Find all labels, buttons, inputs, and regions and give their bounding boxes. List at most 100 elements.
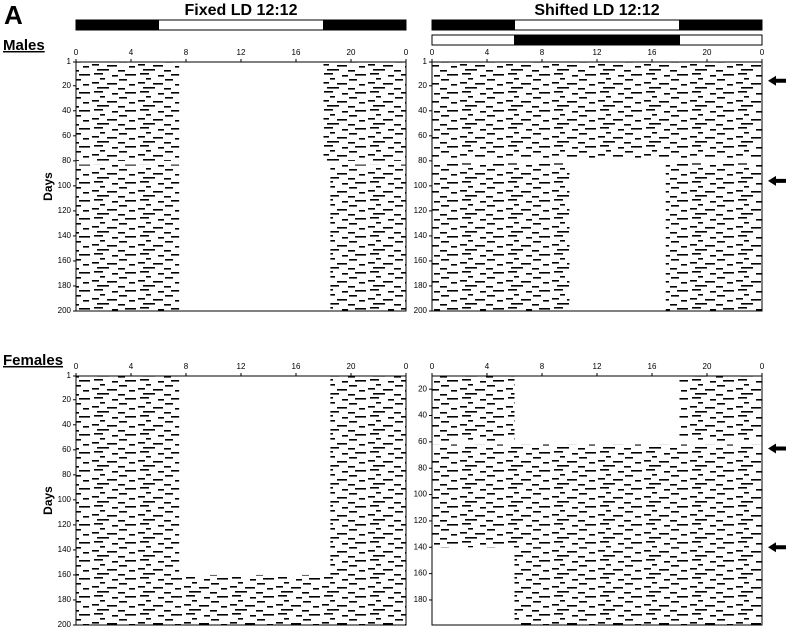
- y-tick-label: 40: [418, 106, 427, 115]
- y-tick-label: 120: [58, 206, 72, 215]
- x-tick-label: 4: [485, 362, 490, 371]
- x-tick-label: 20: [347, 48, 356, 57]
- x-tick-label: 12: [593, 48, 602, 57]
- row-label: Males: [3, 37, 45, 54]
- y-tick-label: 180: [414, 281, 428, 290]
- x-tick-label: 0: [430, 48, 435, 57]
- x-tick-label: 0: [430, 362, 435, 371]
- y-tick-label: 1: [67, 57, 72, 66]
- x-tick-label: 4: [129, 48, 134, 57]
- y-tick-label: 60: [62, 445, 71, 454]
- activity-band: [432, 376, 515, 442]
- y-tick-label: 80: [62, 156, 71, 165]
- y-tick-label: 160: [58, 570, 72, 579]
- ld-segment: [75, 19, 159, 31]
- ld-segment: [431, 19, 515, 31]
- y-tick-label: 20: [418, 81, 427, 90]
- x-tick-label: 16: [648, 362, 657, 371]
- activity-band: [514, 547, 762, 625]
- ld-segment: [514, 19, 680, 31]
- x-tick-label: 8: [540, 362, 545, 371]
- activity-band: [679, 376, 762, 442]
- y-tick-label: 1: [423, 57, 428, 66]
- y-tick-label: 140: [58, 545, 72, 554]
- arrow: [768, 175, 786, 186]
- y-tick-label: 200: [414, 306, 428, 315]
- activity-band: [76, 164, 180, 311]
- x-tick-label: 16: [292, 362, 301, 371]
- y-tick-label: 40: [62, 106, 71, 115]
- activity-band: [432, 163, 570, 311]
- x-tick-label: 8: [184, 48, 189, 57]
- x-tick-label: 0: [404, 48, 409, 57]
- arrow: [768, 75, 786, 86]
- x-tick-label: 20: [347, 362, 356, 371]
- y-tick-label: 140: [58, 231, 72, 240]
- y-tick-label: 40: [62, 420, 71, 429]
- y-tick-label: 200: [58, 306, 72, 315]
- x-tick-label: 20: [703, 48, 712, 57]
- y-tick-label: 80: [62, 470, 71, 479]
- activity-band: [432, 444, 762, 548]
- y-axis-label: Days: [41, 486, 55, 515]
- y-tick-label: 180: [58, 281, 72, 290]
- y-tick-label: 120: [58, 520, 72, 529]
- x-tick-label: 4: [485, 48, 490, 57]
- ld-segment: [679, 34, 763, 46]
- ld-segment: [514, 34, 680, 46]
- y-tick-label: 140: [414, 231, 428, 240]
- x-tick-label: 0: [760, 48, 765, 57]
- y-tick-label: 100: [414, 490, 428, 499]
- y-tick-label: 20: [418, 384, 427, 393]
- y-tick-label: 140: [414, 542, 428, 551]
- x-tick-label: 4: [129, 362, 134, 371]
- y-tick-label: 20: [62, 81, 71, 90]
- y-tick-label: 40: [418, 411, 427, 420]
- x-tick-label: 0: [404, 362, 409, 371]
- y-tick-label: 120: [414, 516, 428, 525]
- arrow: [768, 443, 786, 454]
- y-tick-label: 160: [414, 569, 428, 578]
- ld-segment: [323, 19, 407, 31]
- x-tick-label: 8: [540, 48, 545, 57]
- y-tick-label: 180: [414, 595, 428, 604]
- arrow: [768, 542, 786, 553]
- activity-band: [330, 376, 406, 625]
- panel-label: A: [4, 0, 23, 30]
- y-tick-label: 180: [58, 595, 72, 604]
- y-tick-label: 60: [418, 437, 427, 446]
- y-tick-label: 60: [418, 131, 427, 140]
- ld-segment: [158, 19, 324, 31]
- y-tick-label: 160: [414, 256, 428, 265]
- y-tick-label: 200: [58, 620, 72, 629]
- y-tick-label: 60: [62, 131, 71, 140]
- y-tick-label: 80: [418, 463, 427, 472]
- y-tick-label: 160: [58, 256, 72, 265]
- x-tick-label: 20: [703, 362, 712, 371]
- x-tick-label: 16: [648, 48, 657, 57]
- x-tick-label: 0: [74, 48, 79, 57]
- x-tick-label: 12: [237, 362, 246, 371]
- y-tick-label: 20: [62, 395, 71, 404]
- activity-band: [432, 62, 762, 159]
- activity-band: [330, 164, 406, 311]
- y-tick-label: 100: [414, 181, 428, 190]
- x-tick-label: 0: [760, 362, 765, 371]
- activity-band: [76, 62, 180, 161]
- y-tick-label: 80: [418, 156, 427, 165]
- activity-band: [665, 163, 762, 311]
- activity-band: [76, 376, 180, 625]
- x-tick-label: 0: [74, 362, 79, 371]
- activity-band: [179, 574, 331, 625]
- y-tick-label: 100: [58, 495, 72, 504]
- row-label: Females: [3, 352, 63, 369]
- x-tick-label: 12: [237, 48, 246, 57]
- column-title: Shifted LD 12:12: [534, 2, 659, 19]
- activity-band: [323, 62, 406, 161]
- x-tick-label: 12: [593, 362, 602, 371]
- ld-segment: [679, 19, 763, 31]
- x-tick-label: 16: [292, 48, 301, 57]
- y-tick-label: 1: [67, 371, 72, 380]
- y-tick-label: 120: [414, 206, 428, 215]
